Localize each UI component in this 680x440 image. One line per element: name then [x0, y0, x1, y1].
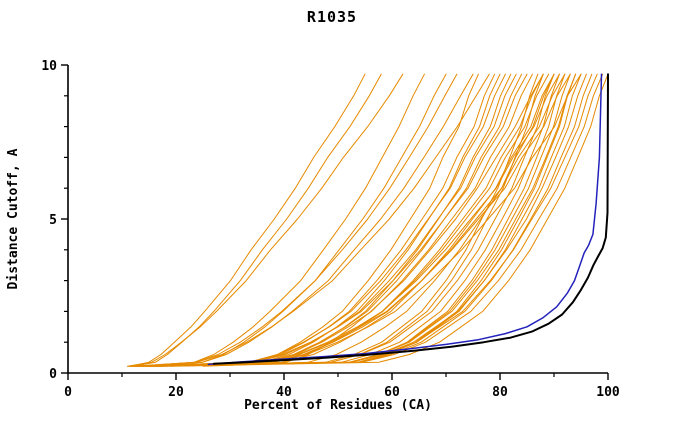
tick-labels: 0 20 40 60 80 100 0 5 10: [41, 59, 620, 400]
series-line-orange: [134, 73, 560, 367]
series-line-orange: [136, 73, 539, 367]
y-tick-label: 0: [49, 367, 57, 382]
y-tick-label: 10: [41, 59, 57, 74]
series-line-orange: [138, 73, 517, 367]
series-line-blue: [207, 73, 603, 366]
y-axis-label: Distance Cutoff, A: [6, 148, 21, 289]
chart-title: R1035: [307, 8, 357, 26]
series-line-orange: [149, 73, 550, 367]
series-line-orange: [148, 73, 479, 367]
axes: [61, 64, 609, 380]
series-line-orange: [132, 73, 382, 367]
series-line-orange: [128, 73, 598, 367]
series-line-orange: [156, 73, 544, 367]
series-line-orange: [145, 73, 496, 367]
series-line-orange: [131, 73, 490, 367]
series-line-orange: [133, 73, 506, 367]
series-line-orange: [140, 73, 474, 367]
x-tick-label: 0: [64, 385, 72, 400]
series-line-orange: [137, 73, 425, 367]
series-line-orange: [202, 73, 555, 367]
series-line-black: [212, 73, 609, 365]
x-axis-label: Percent of Residues (CA): [244, 398, 432, 413]
series-line-orange: [229, 73, 544, 366]
series-line-orange: [143, 73, 447, 367]
series-line-orange: [135, 73, 458, 367]
x-tick-label: 40: [276, 385, 292, 400]
x-tick-label: 60: [384, 385, 400, 400]
x-tick-label: 100: [596, 385, 620, 400]
series-line-orange: [128, 73, 528, 367]
series-lines: [126, 73, 609, 367]
y-tick-label: 5: [49, 213, 57, 228]
series-line-orange: [162, 73, 555, 367]
series-line-orange: [130, 73, 555, 367]
series-line-orange: [126, 73, 404, 367]
series-line-orange: [129, 73, 571, 367]
series-line-orange: [155, 73, 566, 367]
series-line-orange: [170, 73, 609, 367]
x-tick-label: 20: [168, 385, 184, 400]
x-tick-label: 80: [492, 385, 508, 400]
series-line-orange: [151, 73, 523, 367]
series-line-orange: [129, 73, 366, 367]
series-line-orange: [153, 73, 501, 367]
series-line-orange: [147, 73, 533, 367]
